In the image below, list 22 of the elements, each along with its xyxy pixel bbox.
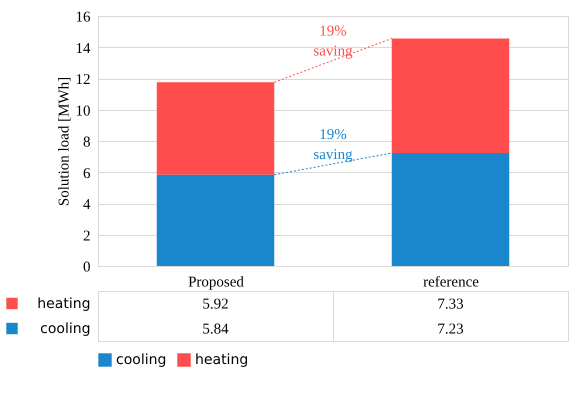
annotation: 19% saving (313, 23, 354, 60)
y-tick-label: 16 (76, 10, 91, 26)
data-label: 7.33 (437, 296, 464, 312)
y-tick-label: 4 (83, 197, 91, 213)
y-tick-label: 10 (76, 103, 90, 120)
x-tick-label: reference (423, 274, 480, 290)
legend-label: heating (37, 296, 90, 312)
data-label: 5.84 (202, 322, 230, 338)
y-tick-label: 0 (83, 260, 90, 276)
annotation: 19% saving (313, 126, 354, 163)
x-tick-label: Proposed (188, 274, 244, 290)
data-label: 7.23 (437, 322, 464, 338)
y-tick-label: 6 (83, 166, 91, 182)
legend-label: cooling (116, 352, 166, 368)
y-tick-label: 12 (76, 72, 90, 88)
y-axis-title: Solution load [MWh] (56, 76, 72, 206)
data-label: 5.92 (202, 296, 229, 312)
y-tick-label: 2 (83, 228, 90, 244)
text: cooling (40, 321, 90, 337)
text: heating (195, 352, 248, 368)
y-tick-label: 8 (83, 134, 90, 150)
y-tick-label: 14 (76, 40, 91, 57)
